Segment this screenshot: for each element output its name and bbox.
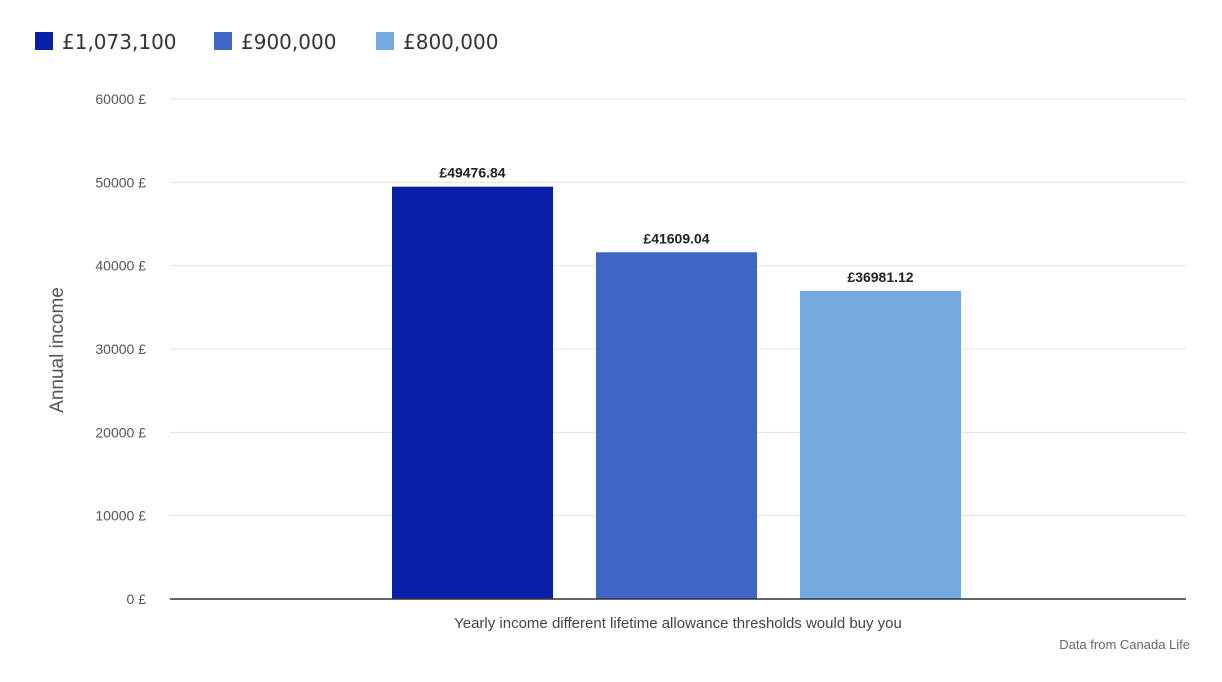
legend-label: £800,000 <box>403 30 498 54</box>
y-axis-ticks: 0 £ 10000 £ 20000 £ 30000 £ 40000 £ 50000 £ 60… <box>95 91 146 607</box>
source-note: Data from Canada Life <box>1059 637 1190 652</box>
bar <box>800 290 961 599</box>
y-tick-label: 60000 £ <box>95 91 146 107</box>
legend-label: £1,073,100 <box>62 30 177 54</box>
y-tick-label: 10000 £ <box>95 508 146 524</box>
y-tick-label: 0 £ <box>127 591 147 607</box>
bar <box>392 186 553 599</box>
legend: £1,073,100 £900,000 £800,000 <box>35 30 498 54</box>
legend-swatch <box>214 32 232 50</box>
legend-label: £900,000 <box>241 30 336 54</box>
y-tick-label: 50000 £ <box>95 174 146 190</box>
legend-swatch <box>376 32 394 50</box>
y-axis-title: Annual income <box>47 287 68 413</box>
bar-value-label: £49476.84 <box>439 165 505 181</box>
bars <box>392 186 961 599</box>
data-labels: £49476.84 £41609.04 £36981.12 <box>439 165 913 285</box>
y-tick-label: 20000 £ <box>95 424 146 440</box>
x-axis-title: Yearly income different lifetime allowan… <box>454 615 902 632</box>
legend-swatch <box>35 32 53 50</box>
bar <box>596 252 757 599</box>
bar-value-label: £41609.04 <box>643 230 709 246</box>
y-tick-label: 30000 £ <box>95 341 146 357</box>
y-tick-label: 40000 £ <box>95 258 146 274</box>
bar-value-label: £36981.12 <box>847 269 913 285</box>
